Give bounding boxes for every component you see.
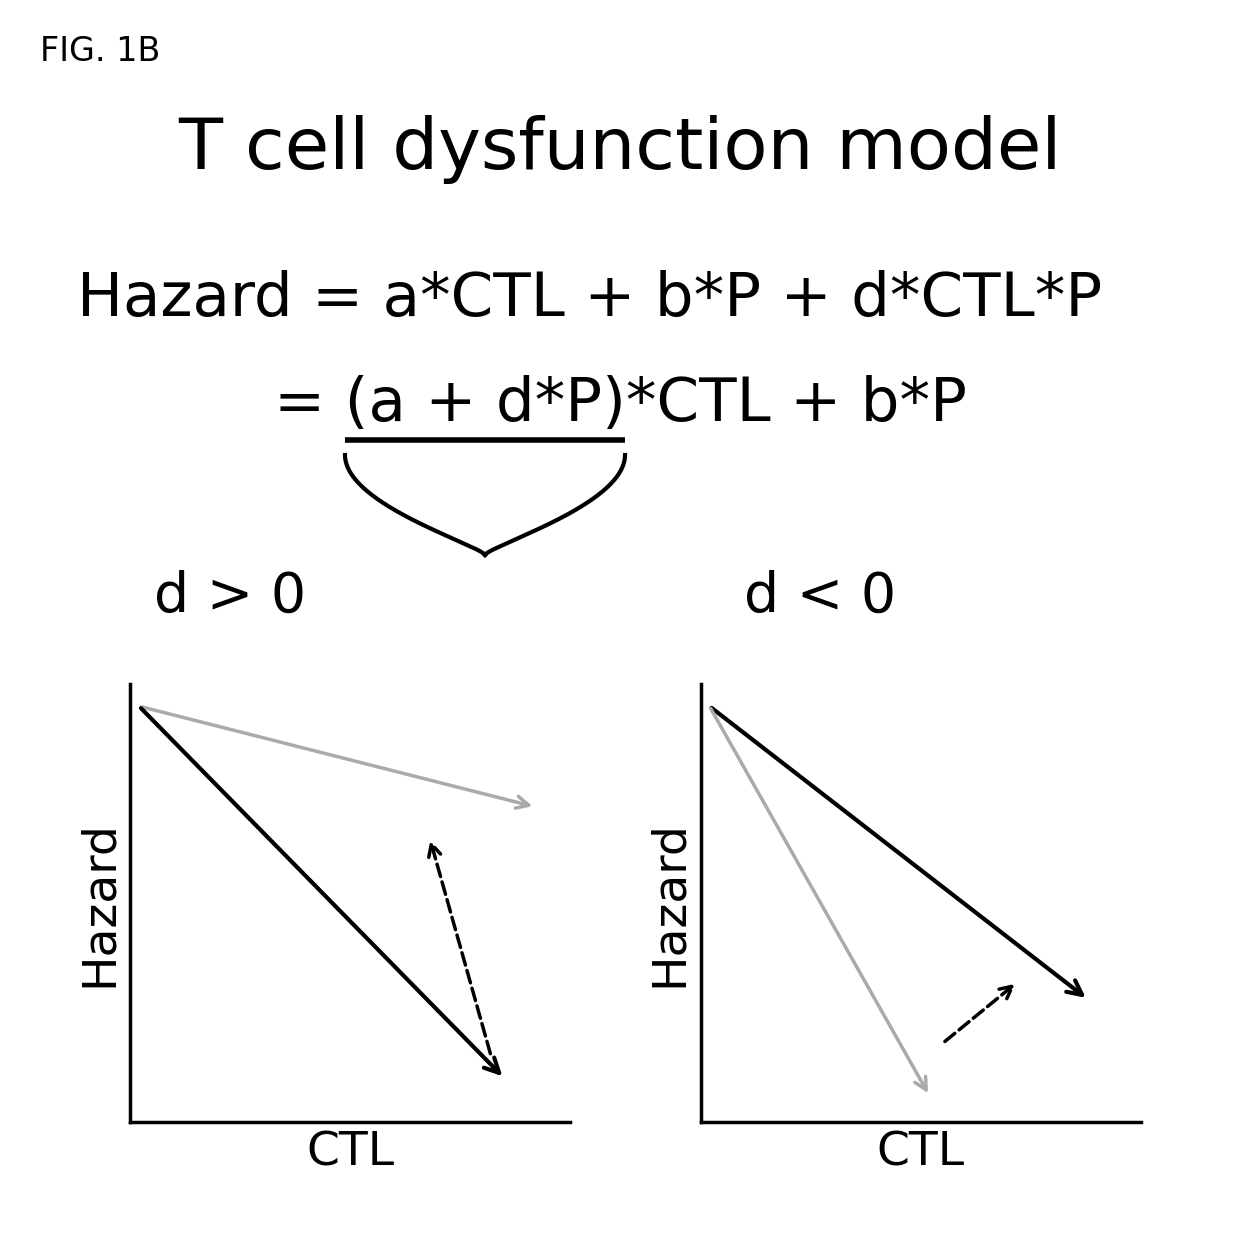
Text: Hazard = a*CTL + b*P + d*CTL*P: Hazard = a*CTL + b*P + d*CTL*P — [77, 270, 1102, 329]
X-axis label: CTL: CTL — [306, 1131, 394, 1175]
Text: FIG. 1B: FIG. 1B — [40, 35, 160, 68]
Text: d > 0: d > 0 — [154, 570, 306, 624]
Text: d < 0: d < 0 — [744, 570, 897, 624]
Y-axis label: Hazard: Hazard — [77, 820, 122, 986]
Y-axis label: Hazard: Hazard — [647, 820, 692, 986]
X-axis label: CTL: CTL — [877, 1131, 965, 1175]
Text: = (a + d*P)*CTL + b*P: = (a + d*P)*CTL + b*P — [274, 375, 966, 434]
Text: T cell dysfunction model: T cell dysfunction model — [179, 115, 1061, 184]
